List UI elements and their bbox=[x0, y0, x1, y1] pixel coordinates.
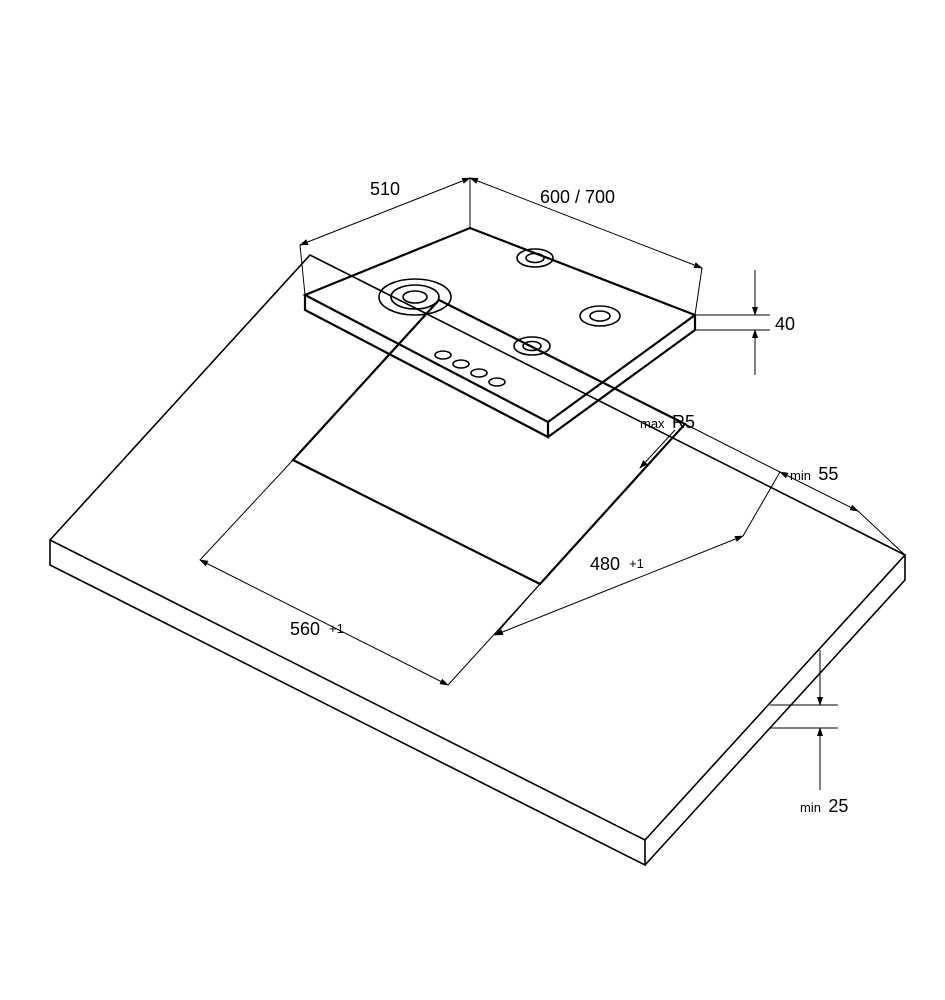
dim-cutout-width: 560 +1 bbox=[200, 460, 540, 685]
width-label: 600 / 700 bbox=[540, 187, 615, 207]
svg-text:max R5: max R5 bbox=[640, 412, 695, 432]
dim-width: 600 / 700 bbox=[470, 178, 702, 315]
hob-height-label: 40 bbox=[775, 314, 795, 334]
margin-label: 55 bbox=[818, 464, 838, 484]
radius-prefix: max bbox=[640, 416, 665, 431]
svg-text:min 25: min 25 bbox=[800, 796, 848, 816]
thickness-label: 25 bbox=[828, 796, 848, 816]
burners-knobs bbox=[379, 249, 620, 386]
dim-cutout-depth: 480 +1 bbox=[495, 424, 780, 635]
cooktop-dimension-drawing: 510 600 / 700 40 560 +1 480 +1 bbox=[0, 0, 945, 1000]
thickness-prefix: min bbox=[800, 800, 821, 815]
cutout-width-tol: +1 bbox=[329, 621, 344, 636]
margin-prefix: min bbox=[790, 468, 811, 483]
cutout-width-label: 560 bbox=[290, 619, 320, 639]
depth-label: 510 bbox=[370, 179, 400, 199]
svg-text:min 55: min 55 bbox=[790, 464, 838, 484]
svg-text:560 +1: 560 +1 bbox=[290, 619, 344, 639]
cutout-depth-label: 480 bbox=[590, 554, 620, 574]
dim-depth: 510 bbox=[300, 178, 470, 295]
dim-edge-margin: min 55 bbox=[780, 464, 905, 555]
cutout-depth-tol: +1 bbox=[629, 556, 644, 571]
radius-label: R5 bbox=[672, 412, 695, 432]
svg-text:480 +1: 480 +1 bbox=[590, 554, 644, 574]
dim-hob-height: 40 bbox=[695, 270, 795, 375]
dim-worktop-thickness: min 25 bbox=[770, 650, 848, 816]
dim-corner-radius: max R5 bbox=[640, 412, 695, 468]
